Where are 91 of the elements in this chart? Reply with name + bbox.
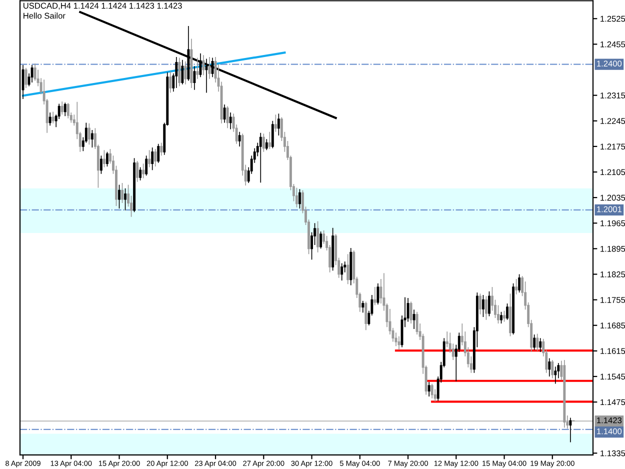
- candlestick: [340, 262, 344, 281]
- candlestick: [373, 286, 377, 306]
- candlestick: [268, 131, 272, 150]
- candlestick: [198, 52, 202, 78]
- y-tick-label: 1.1685: [600, 322, 625, 328]
- candlestick: [154, 148, 157, 167]
- candlestick: [160, 142, 163, 156]
- candlestick: [514, 278, 518, 295]
- candlestick: [397, 336, 401, 350]
- candlestick: [538, 338, 542, 352]
- y-tick-label: 1.1335: [600, 450, 625, 456]
- candlestick: [150, 147, 154, 171]
- candlestick: [204, 58, 208, 94]
- candlestick: [500, 311, 503, 324]
- candlestick: [409, 301, 413, 324]
- candlestick: [430, 383, 434, 399]
- candlestick: [532, 334, 536, 350]
- chart-title: USDCAD,H4 1.1424 1.1424 1.1423 1.1423: [24, 2, 182, 10]
- candlestick: [208, 56, 212, 80]
- candlestick: [361, 300, 365, 313]
- y-tick-label: 1.1545: [600, 374, 625, 380]
- candlestick: [427, 382, 431, 397]
- candlestick: [271, 120, 274, 149]
- y-tick-label: 1.2525: [600, 16, 625, 22]
- candlestick: [51, 111, 55, 124]
- candlestick: [190, 38, 194, 88]
- candlestick: [196, 57, 200, 80]
- y-tick-label: 1.2245: [600, 118, 625, 124]
- y-tick-label: 1.1965: [600, 220, 625, 226]
- candlestick: [192, 66, 196, 90]
- candlestick: [274, 114, 278, 132]
- candlestick: [265, 138, 268, 151]
- ref-line-label: 1.1423: [597, 417, 622, 424]
- candlestick: [562, 360, 566, 428]
- candlestick: [262, 133, 266, 152]
- candlestick: [168, 71, 172, 94]
- candlestick: [568, 417, 572, 443]
- y-tick-label: 1.2105: [600, 169, 625, 176]
- y-tick-label: 1.1825: [600, 271, 625, 278]
- candlestick: [202, 54, 206, 76]
- candlestick: [226, 106, 230, 129]
- y-tick-label: 1.1475: [600, 399, 625, 406]
- candlestick: [412, 309, 416, 330]
- candlestick: [376, 282, 380, 305]
- candlestick: [180, 59, 184, 85]
- y-tick-label: 1.1615: [600, 348, 625, 354]
- candlestick: [478, 293, 482, 315]
- candlestick: [228, 112, 232, 130]
- candlestick: [124, 188, 127, 211]
- candlestick: [277, 113, 280, 136]
- candlestick: [90, 130, 94, 148]
- candlestick: [186, 26, 190, 82]
- candlestick: [118, 184, 121, 209]
- candlestick: [30, 64, 34, 83]
- text: Hello Sailor: [24, 12, 66, 19]
- candlestick: [536, 333, 539, 352]
- candlestick: [364, 301, 368, 331]
- y-tick-label: 1.2455: [600, 41, 625, 48]
- candlestick: [482, 294, 485, 318]
- candlestick: [508, 293, 512, 337]
- y-tick-label: 1.2035: [600, 194, 625, 201]
- candlestick: [156, 143, 160, 164]
- candlestick: [184, 60, 188, 85]
- candlestick: [60, 101, 64, 116]
- candlestick: [174, 56, 178, 88]
- y-tick-label: 1.1895: [600, 246, 625, 252]
- candlestick: [148, 150, 151, 168]
- ref-line-label: 1.2400: [597, 60, 622, 67]
- y-tick-label: 1.1755: [600, 297, 625, 303]
- candlestick: [178, 57, 182, 87]
- candlestick: [48, 112, 52, 126]
- candlestick: [349, 248, 352, 286]
- candlestick: [554, 366, 558, 384]
- candlestick: [259, 132, 262, 184]
- y-tick-label: 1.2175: [600, 144, 625, 150]
- candlestick: [506, 303, 509, 320]
- candlestick: [548, 358, 552, 377]
- candlestick: [394, 332, 398, 347]
- candlestick: [102, 150, 106, 168]
- candlestick: [550, 360, 554, 379]
- candlestick: [63, 102, 67, 117]
- ref-line-label: 1.2001: [597, 206, 622, 212]
- candlestick: [66, 102, 70, 119]
- candlestick: [238, 131, 242, 147]
- candlestick: [502, 310, 506, 322]
- candlestick: [316, 220, 320, 253]
- ref-line-label: 1.1400: [597, 428, 622, 434]
- y-tick-label: 1.2315: [600, 92, 625, 98]
- candlestick: [346, 254, 350, 285]
- candlestick: [222, 104, 226, 124]
- candlestick: [120, 182, 124, 204]
